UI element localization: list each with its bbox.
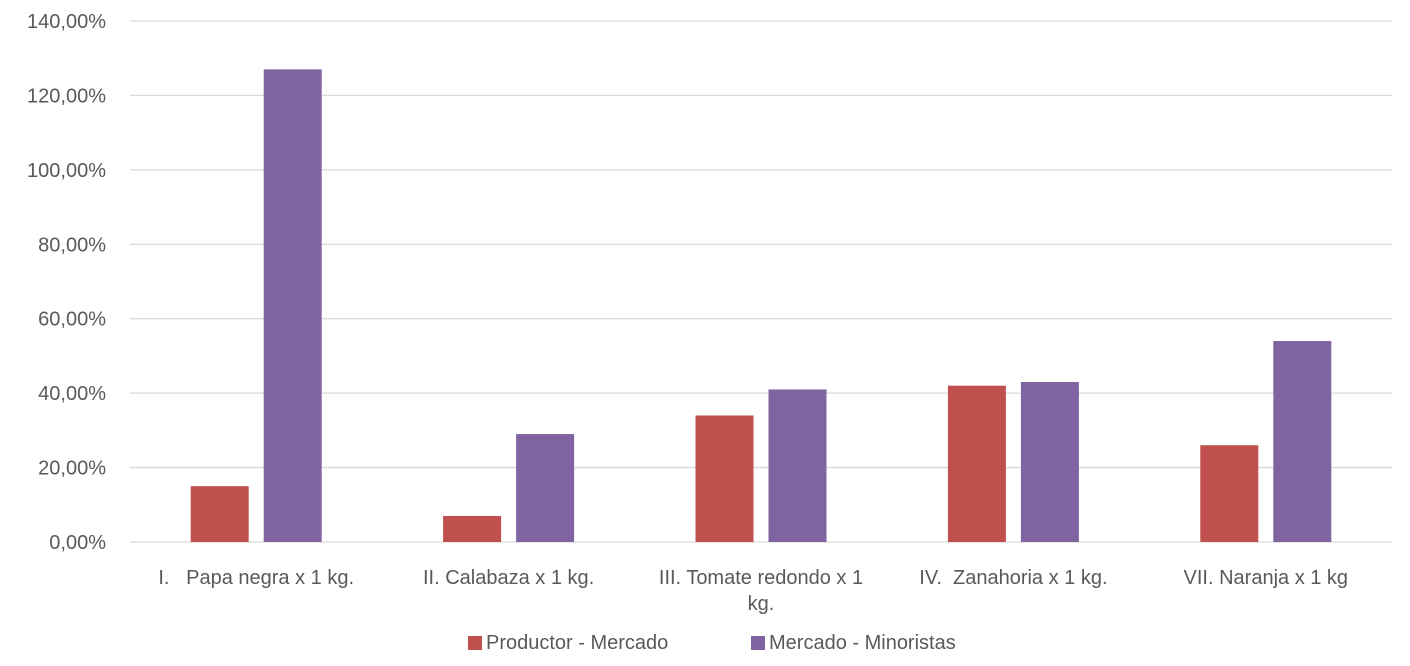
bar-mercado-minoristas (1020, 381, 1079, 542)
bar-mercado-minoristas (516, 434, 575, 542)
x-category-label: IV. Zanahoria x 1 kg. (919, 567, 1107, 589)
x-category-label: VII. Naranja x 1 kg (1184, 567, 1349, 589)
bar-productor-mercado (1200, 445, 1259, 542)
x-axis-categories: I. Papa negra x 1 kg. II. Calabaza x 1 kg… (158, 567, 1348, 615)
bar-productor-mercado (190, 486, 249, 542)
bar-mercado-minoristas (1273, 341, 1332, 542)
y-tick-label: 60,00% (38, 309, 106, 331)
legend-label: Productor - Mercado (486, 632, 668, 654)
bar-mercado-minoristas (263, 69, 322, 542)
bar-mercado-minoristas (768, 389, 827, 542)
gridlines (130, 20, 1392, 543)
legend-swatch (468, 636, 482, 650)
y-tick-label: 100,00% (27, 160, 106, 182)
bar-productor-mercado (443, 515, 502, 542)
x-category-label: II. Calabaza x 1 kg. (423, 567, 594, 589)
x-category-label: I. Papa negra x 1 kg. (158, 567, 354, 589)
legend-label: Mercado - Minoristas (769, 632, 956, 654)
y-tick-label: 40,00% (38, 383, 106, 405)
bar-productor-mercado (947, 385, 1006, 542)
legend-swatch (751, 636, 765, 650)
y-tick-label: 120,00% (27, 85, 106, 107)
y-tick-label: 0,00% (49, 532, 106, 554)
y-tick-label: 80,00% (38, 234, 106, 256)
legend: Productor - Mercado Mercado - Minoristas (468, 632, 956, 654)
x-category-label: kg. (748, 593, 775, 615)
y-tick-label: 20,00% (38, 458, 106, 480)
y-tick-label: 140,00% (27, 11, 106, 33)
bar-productor-mercado (695, 415, 754, 542)
x-category-label: III. Tomate redondo x 1 (659, 567, 863, 589)
bars (190, 69, 1332, 542)
y-axis-ticks: 0,00% 20,00% 40,00% 60,00% 80,00% 100,00% 120,… (27, 11, 106, 554)
